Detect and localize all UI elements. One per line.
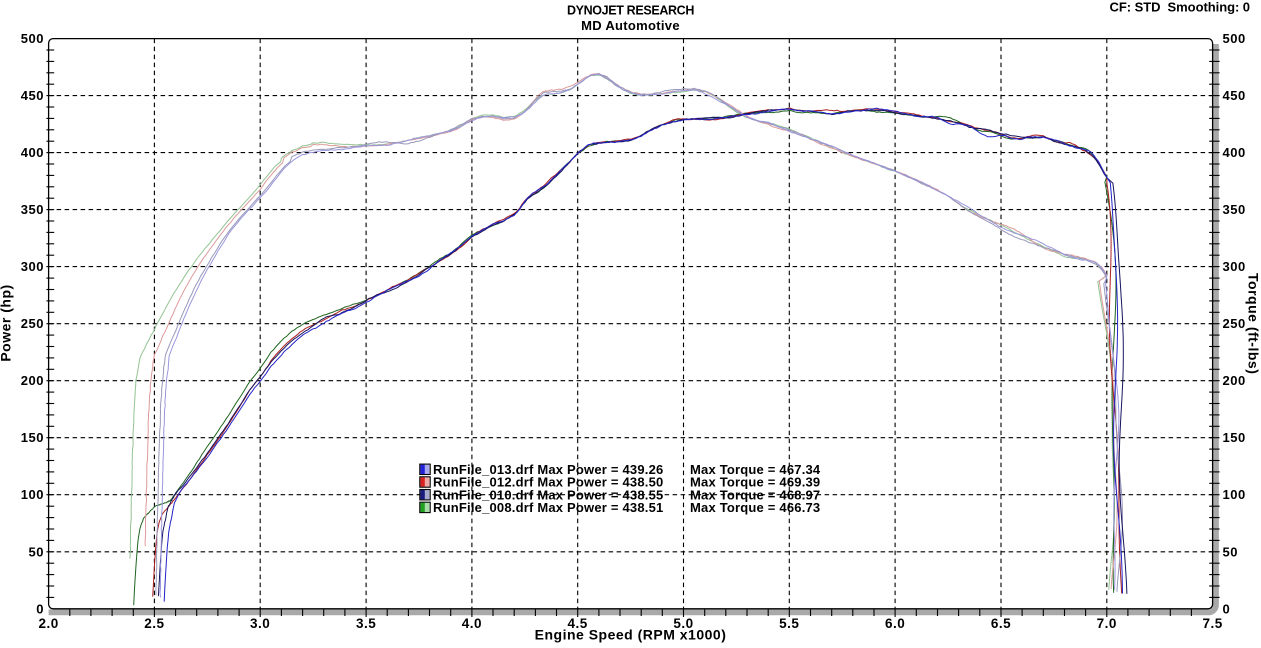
svg-text:100: 100 (21, 487, 44, 502)
svg-text:Max Torque = 466.73: Max Torque = 466.73 (690, 500, 820, 515)
svg-text:400: 400 (1223, 145, 1246, 160)
svg-text:450: 450 (1223, 88, 1246, 103)
svg-text:2.0: 2.0 (38, 616, 58, 631)
svg-text:500: 500 (21, 31, 44, 46)
svg-text:450: 450 (21, 88, 44, 103)
svg-text:100: 100 (1223, 487, 1246, 502)
svg-text:Engine Speed (RPM x1000): Engine Speed (RPM x1000) (535, 627, 727, 643)
svg-text:500: 500 (1223, 31, 1246, 46)
svg-text:250: 250 (1223, 316, 1246, 331)
svg-text:4.0: 4.0 (462, 616, 482, 631)
svg-text:0: 0 (36, 601, 44, 616)
svg-text:7.5: 7.5 (1202, 616, 1222, 631)
svg-text:6.0: 6.0 (885, 616, 905, 631)
svg-text:7.0: 7.0 (1097, 616, 1117, 631)
svg-text:350: 350 (21, 202, 44, 217)
svg-text:3.5: 3.5 (356, 616, 376, 631)
svg-text:350: 350 (1223, 202, 1246, 217)
svg-text:200: 200 (21, 373, 44, 388)
svg-text:400: 400 (21, 145, 44, 160)
svg-text:250: 250 (21, 316, 44, 331)
svg-text:50: 50 (1223, 544, 1238, 559)
svg-text:DYNOJET RESEARCH: DYNOJET RESEARCH (567, 4, 694, 18)
svg-text:Power (hp): Power (hp) (0, 284, 14, 361)
svg-text:50: 50 (29, 544, 44, 559)
svg-text:2.5: 2.5 (144, 616, 164, 631)
svg-text:Torque (ft-lbs): Torque (ft-lbs) (1246, 273, 1261, 374)
svg-text:5.5: 5.5 (779, 616, 799, 631)
svg-text:CF: STD Smoothing: 0: CF: STD Smoothing: 0 (1110, 0, 1251, 15)
svg-text:MD Automotive: MD Automotive (581, 18, 680, 33)
svg-text:300: 300 (1223, 259, 1246, 274)
svg-text:200: 200 (1223, 373, 1246, 388)
svg-text:150: 150 (1223, 430, 1246, 445)
svg-text:0: 0 (1223, 601, 1231, 616)
svg-text:RunFile_008.drf Max Power = 43: RunFile_008.drf Max Power = 438.51 (433, 500, 663, 515)
svg-text:6.5: 6.5 (991, 616, 1011, 631)
svg-text:3.0: 3.0 (250, 616, 270, 631)
svg-text:150: 150 (21, 430, 44, 445)
svg-text:300: 300 (21, 259, 44, 274)
